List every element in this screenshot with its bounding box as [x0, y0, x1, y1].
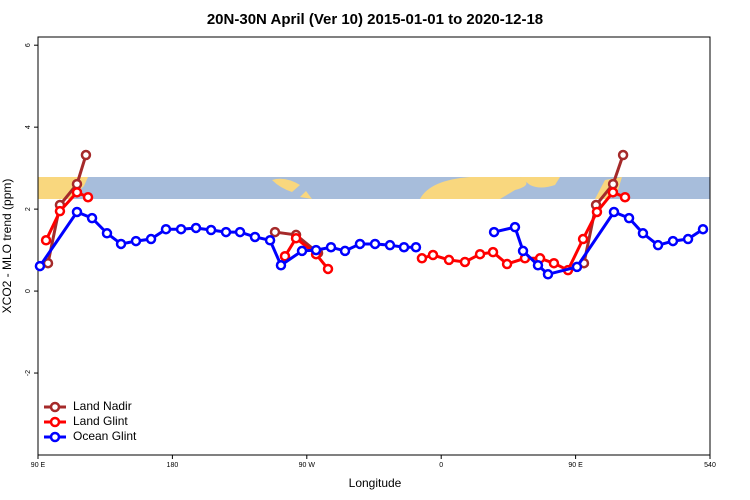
point — [130, 235, 142, 247]
series-line — [44, 190, 89, 241]
point — [509, 221, 521, 233]
point — [623, 212, 635, 224]
point — [607, 178, 619, 190]
point — [54, 205, 66, 217]
chart-title: 20N-30N April (Ver 10) 2015-01-01 to 202… — [207, 11, 543, 28]
point — [443, 254, 455, 266]
point — [517, 245, 529, 257]
point — [682, 233, 694, 245]
point — [488, 226, 500, 238]
y-tick-label: -2 — [25, 370, 32, 376]
x-tick-label: 0 — [439, 462, 443, 469]
plot-frame — [37, 36, 711, 456]
point — [71, 187, 83, 198]
point — [160, 223, 172, 235]
point — [264, 235, 276, 246]
point — [101, 228, 113, 239]
point — [205, 224, 217, 236]
series-line — [283, 235, 330, 270]
point — [339, 245, 351, 257]
y-tick-label: 0 — [25, 289, 32, 293]
point — [577, 233, 589, 245]
point — [571, 261, 583, 273]
point — [290, 232, 302, 244]
point — [296, 245, 308, 257]
point — [34, 260, 46, 272]
x-tick-label: 90 E — [568, 462, 583, 469]
legend-label: Ocean Glint — [73, 429, 137, 443]
point — [269, 226, 281, 238]
point — [637, 228, 649, 239]
point — [220, 226, 232, 238]
point — [115, 238, 127, 250]
x-tick-label: 180 — [167, 462, 179, 469]
x-tick-label: 540 — [704, 462, 716, 469]
point — [71, 178, 83, 190]
point — [40, 235, 52, 246]
point — [275, 260, 287, 271]
point — [279, 250, 291, 262]
point — [80, 149, 92, 161]
series-line — [582, 154, 625, 264]
point — [617, 149, 629, 161]
legend-marker — [49, 401, 61, 413]
point — [667, 235, 679, 247]
point — [310, 244, 322, 256]
point — [249, 231, 261, 243]
point — [145, 233, 157, 245]
y-tick-label: 6 — [25, 43, 32, 47]
point — [548, 257, 560, 269]
point — [427, 249, 439, 261]
y-axis-label: XCO2 - MLO trend (ppm) — [0, 179, 14, 314]
point — [325, 241, 337, 253]
point — [322, 263, 334, 275]
y-tick-label: 4 — [25, 125, 32, 129]
point — [234, 226, 246, 238]
point — [71, 206, 83, 218]
point — [619, 191, 631, 203]
legend-label: Land Glint — [73, 414, 128, 428]
point — [607, 187, 619, 198]
point — [410, 241, 422, 253]
point — [384, 239, 396, 251]
legend-label: Land Nadir — [73, 399, 132, 413]
point — [474, 248, 486, 260]
y-tick-label: 2 — [25, 207, 32, 211]
map-strip — [38, 177, 710, 199]
point — [591, 206, 603, 218]
point — [354, 238, 366, 250]
point — [82, 191, 94, 203]
x-axis-label: Longitude — [349, 476, 402, 490]
series-line — [46, 154, 88, 264]
legend-marker — [49, 416, 61, 428]
x-tick-label: 90 W — [299, 462, 316, 469]
point — [175, 223, 187, 235]
x-tick-label: 90 E — [31, 462, 46, 469]
point — [416, 253, 428, 264]
point — [369, 238, 381, 250]
point — [542, 269, 554, 280]
point — [652, 239, 664, 251]
point — [487, 246, 499, 258]
point — [86, 212, 98, 224]
point — [501, 258, 513, 270]
point — [697, 223, 709, 235]
legend-marker — [49, 431, 61, 443]
point — [459, 256, 471, 268]
point — [608, 206, 620, 218]
point — [532, 260, 544, 271]
point — [398, 241, 410, 253]
point — [190, 222, 202, 234]
